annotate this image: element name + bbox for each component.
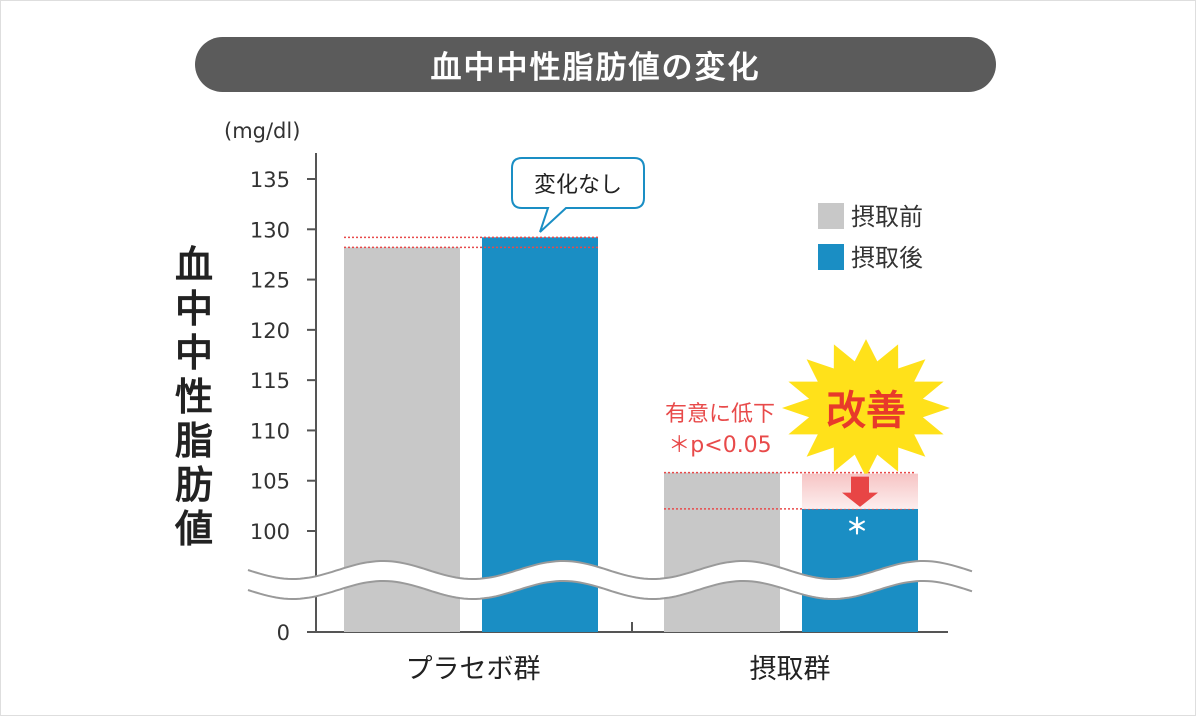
y-ticks: 135 130 125 120 115 110 105 100 [250,168,316,544]
category-label-placebo: プラセボ群 [406,654,541,685]
unit-label: (mg/dl) [224,119,300,143]
axis-break [248,561,975,599]
chart-title: 血中中性脂肪値の変化 [195,37,996,92]
burst-text: 改善 [826,388,906,434]
y-axis-label-char: 血 [175,243,213,287]
tick-label: 120 [250,319,290,343]
speech-bubble [511,157,645,233]
tick-label-zero: 0 [277,621,290,645]
improvement-burst [782,339,950,477]
significance-note: 有意に低下 [665,402,775,427]
legend-label-after: 摂取後 [851,244,923,272]
y-axis-label-char: 値 [174,507,213,551]
bubble-text: 変化なし [534,173,622,198]
tick-label: 130 [250,218,290,242]
category-label-intake: 摂取群 [750,654,831,685]
significance-asterisk: ＊ [846,515,868,540]
axis-break-upper-line [247,560,973,580]
tick-label: 115 [250,369,290,393]
y-axis-label-char: 性 [175,375,213,419]
legend-label-before: 摂取前 [851,203,923,231]
down-arrow-icon [842,476,878,507]
p-value-note: ＊p<0.05 [668,433,771,458]
tick-label: 105 [250,470,290,494]
bar [664,472,780,632]
legend-swatch-after [818,244,844,270]
y-axis-label: 血中中性脂肪値 [174,243,213,551]
legend-swatch-before [818,203,844,229]
tick-label: 100 [250,520,290,544]
y-axis-label-char: 中 [175,331,213,375]
y-axis-label-char: 脂 [175,419,213,463]
tick-label: 125 [250,269,290,293]
y-axis-label-char: 中 [175,287,213,331]
tick-label: 135 [250,168,290,192]
y-axis-label-char: 肪 [175,463,213,507]
tick-label: 110 [250,419,290,443]
axis-break-lower-line [247,580,973,600]
